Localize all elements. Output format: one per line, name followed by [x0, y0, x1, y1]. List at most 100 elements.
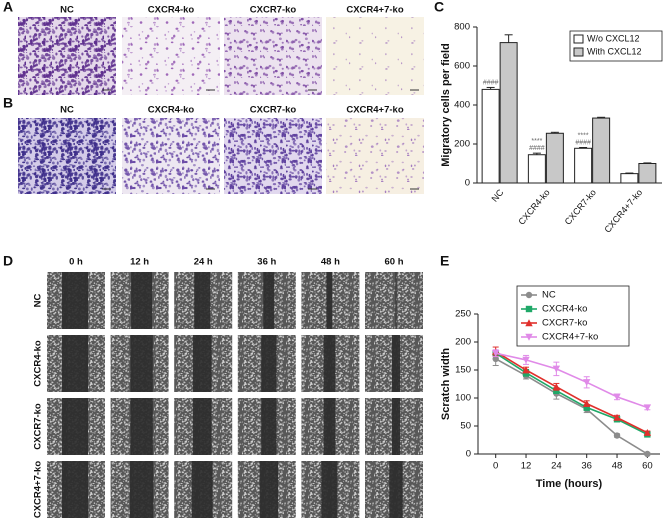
- wound-gap: [192, 398, 212, 455]
- y-tick-label: 800: [454, 22, 470, 33]
- legend-label: With CXCL12: [587, 46, 642, 56]
- marker: [525, 333, 533, 341]
- micrograph: [122, 17, 220, 95]
- micrograph: [224, 118, 322, 194]
- y-tick-label: 250: [455, 309, 471, 320]
- wound-gap: [62, 335, 88, 392]
- y-tick-label: 200: [455, 337, 471, 348]
- image-caption: CXCR7-ko: [250, 105, 297, 116]
- wound-gap: [392, 398, 400, 455]
- bar: [638, 163, 657, 184]
- x-tick-label: CXCR4-ko: [516, 187, 551, 226]
- wound-gap: [62, 398, 88, 455]
- x-tick-label: NC: [489, 187, 505, 204]
- wound-gap: [259, 461, 279, 518]
- marker: [525, 291, 533, 299]
- bar: [620, 173, 639, 184]
- error-bar: [486, 86, 495, 90]
- wound-gap: [62, 272, 88, 329]
- x-tick-label: CXCR7-ko: [563, 187, 598, 226]
- marker: [525, 305, 533, 313]
- x-axis-label: Time (hours): [536, 478, 603, 490]
- legend-box: [516, 285, 630, 347]
- x-tick-label: 60: [642, 461, 653, 472]
- wound-gap: [389, 461, 403, 518]
- y-tick-label: 200: [454, 139, 470, 150]
- marker: [643, 404, 652, 412]
- legend-box: [569, 30, 663, 62]
- x-tick-label: CXCR4+7-ko: [602, 187, 644, 234]
- legend-label: CXCR4+7-ko: [542, 332, 598, 343]
- micrograph: [326, 17, 424, 95]
- wound-gap: [395, 272, 397, 329]
- marker: [643, 429, 652, 436]
- image-caption: CXCR7-ko: [250, 5, 297, 16]
- y-axis-label: Scratch width: [440, 348, 452, 420]
- panel-label: A: [3, 0, 13, 15]
- y-tick-label: 100: [455, 393, 471, 404]
- image-caption: CXCR4+7-ko: [346, 105, 403, 116]
- micrograph: [122, 118, 220, 194]
- bar: [545, 132, 564, 184]
- bar: [481, 88, 500, 184]
- error-bar: [504, 34, 513, 43]
- y-axis-label: Migratory cells per field: [440, 43, 452, 166]
- bar: [527, 154, 546, 184]
- panel-label: D: [3, 253, 13, 269]
- y-tick-label: 0: [465, 178, 470, 189]
- wound-gap: [194, 272, 211, 329]
- marker: [582, 379, 591, 387]
- marker: [522, 366, 530, 374]
- legend-label: CXCR7-ko: [542, 318, 587, 329]
- x-tick-label: 0: [493, 461, 498, 472]
- wound-image: [365, 272, 423, 329]
- wound-gap: [263, 272, 275, 329]
- legend-label: W/o CXCL12: [587, 33, 640, 43]
- marker: [644, 450, 651, 458]
- time-label: 12 h: [130, 257, 149, 268]
- time-label: 0 h: [69, 257, 83, 268]
- image-caption: NC: [60, 5, 74, 16]
- marker: [583, 404, 590, 411]
- wound-gap: [131, 272, 153, 329]
- y-tick-label: 0: [466, 449, 471, 460]
- bar: [499, 42, 518, 184]
- group-label: CXCR4-ko: [33, 340, 44, 387]
- marker: [522, 356, 530, 364]
- legend-label: CXCR4-ko: [542, 304, 587, 315]
- wound-gap: [261, 398, 277, 455]
- x-tick-label: 12: [521, 461, 532, 472]
- time-label: 36 h: [257, 257, 276, 268]
- wound-gap: [129, 461, 154, 518]
- marker: [552, 383, 561, 390]
- error-bar: [643, 162, 652, 164]
- significance: ****: [531, 138, 542, 145]
- series-line: [495, 352, 648, 436]
- legend-swatch: [573, 34, 584, 44]
- x-tick-label: 24: [551, 461, 562, 472]
- panel-label: B: [3, 95, 13, 111]
- error-bar: [597, 116, 606, 119]
- y-tick-label: 50: [460, 421, 471, 432]
- image-caption: CXCR4-ko: [148, 5, 195, 16]
- wound-gap: [130, 335, 153, 392]
- wound-gap: [261, 335, 277, 392]
- micrograph: [18, 17, 116, 95]
- marker: [491, 350, 500, 357]
- y-tick-label: 600: [454, 61, 470, 72]
- series-line: [495, 352, 648, 409]
- legend-swatch: [573, 47, 584, 57]
- bar: [574, 147, 593, 184]
- y-tick-label: 400: [454, 100, 470, 111]
- image-caption: CXCR4+7-ko: [346, 5, 403, 16]
- panel-label: C: [434, 0, 444, 15]
- wound-gap: [62, 461, 88, 518]
- time-label: 60 h: [384, 257, 403, 268]
- marker: [613, 432, 621, 439]
- time-label: 24 h: [194, 257, 213, 268]
- marker: [613, 393, 621, 401]
- wound-gap: [392, 335, 400, 392]
- marker: [613, 413, 621, 421]
- wound-gap: [323, 398, 336, 455]
